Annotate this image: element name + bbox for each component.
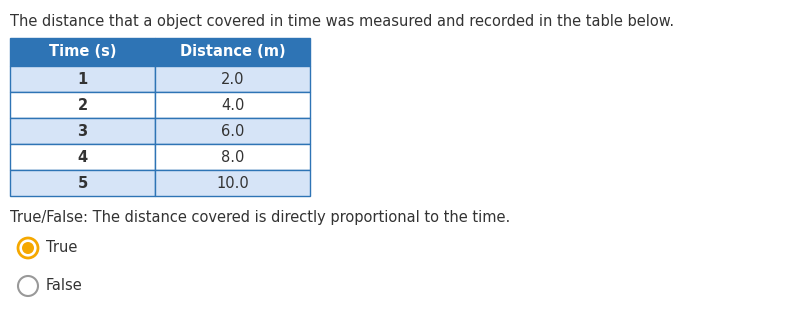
Text: Time (s): Time (s)	[49, 44, 116, 60]
Text: 4.0: 4.0	[221, 98, 244, 113]
Ellipse shape	[18, 276, 38, 296]
Ellipse shape	[22, 242, 34, 254]
Text: 6.0: 6.0	[221, 124, 244, 139]
Text: 4: 4	[78, 149, 87, 164]
Bar	[155, 144, 310, 170]
Text: 5: 5	[78, 175, 88, 190]
Ellipse shape	[18, 238, 38, 258]
Bar	[10, 144, 155, 170]
Text: True: True	[46, 241, 78, 255]
Text: 1: 1	[78, 71, 88, 86]
Text: 10.0: 10.0	[216, 175, 249, 190]
Text: 2: 2	[78, 98, 87, 113]
Bar	[10, 92, 155, 118]
Bar	[155, 118, 310, 144]
Bar	[10, 66, 155, 92]
Bar	[155, 38, 310, 66]
Text: Distance (m): Distance (m)	[180, 44, 286, 60]
Bar	[10, 38, 155, 66]
Bar	[155, 170, 310, 196]
Text: 3: 3	[78, 124, 87, 139]
Bar	[155, 66, 310, 92]
Text: The distance that a object covered in time was measured and recorded in the tabl: The distance that a object covered in ti…	[10, 14, 674, 29]
Text: True/False: The distance covered is directly proportional to the time.: True/False: The distance covered is dire…	[10, 210, 510, 225]
Text: 8.0: 8.0	[221, 149, 244, 164]
Text: False: False	[46, 278, 82, 293]
Bar	[10, 170, 155, 196]
Text: 2.0: 2.0	[221, 71, 244, 86]
Bar	[155, 92, 310, 118]
Bar	[10, 118, 155, 144]
